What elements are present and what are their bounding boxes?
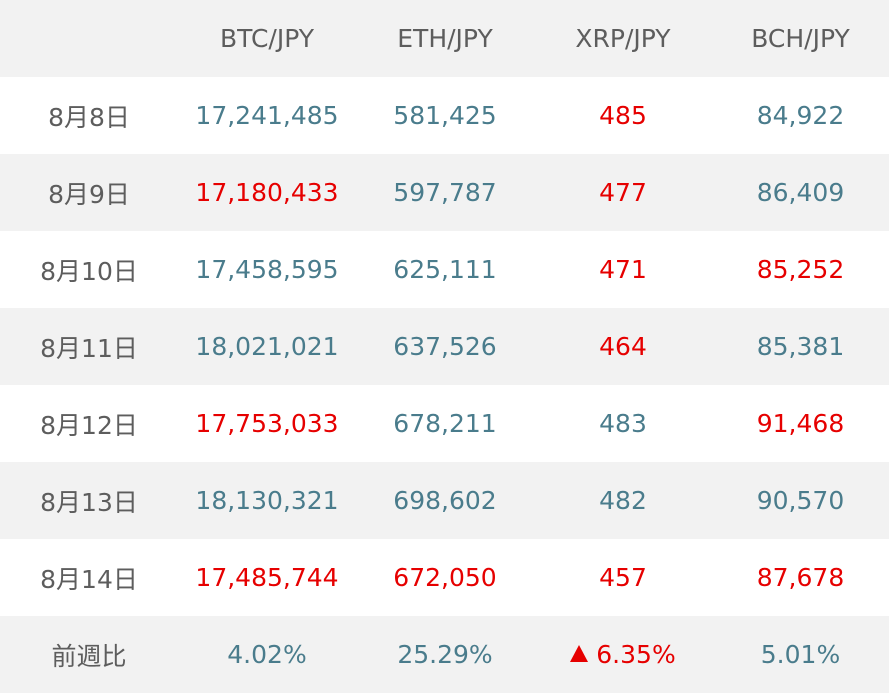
bch-price-cell: 84,922 — [712, 77, 889, 154]
btc-price-cell: 17,241,485 — [178, 77, 356, 154]
date-cell: 8月10日 — [0, 231, 178, 308]
bch-price-cell: 91,468 — [712, 385, 889, 462]
eth-price-cell: 625,111 — [356, 231, 534, 308]
bch-price-cell: 85,381 — [712, 308, 889, 385]
bch-weekly-change: 5.01% — [712, 616, 889, 693]
btc-weekly-change: 4.02% — [178, 616, 356, 693]
xrp-price-cell: 464 — [534, 308, 712, 385]
up-triangle-icon — [570, 645, 589, 662]
table-row: 8月13日 18,130,321 698,602 482 90,570 — [0, 462, 889, 539]
xrp-weekly-change: 6.35% — [534, 616, 712, 693]
btc-price-cell: 17,458,595 — [178, 231, 356, 308]
eth-price-cell: 597,787 — [356, 154, 534, 231]
header-corner — [0, 0, 178, 77]
date-cell: 8月11日 — [0, 308, 178, 385]
header-row: BTC/JPY ETH/JPY XRP/JPY BCH/JPY — [0, 0, 889, 77]
xrp-price-cell: 482 — [534, 462, 712, 539]
header-btc-jpy: BTC/JPY — [178, 0, 356, 77]
table-row: 8月14日 17,485,744 672,050 457 87,678 — [0, 539, 889, 616]
table-row: 8月11日 18,021,021 637,526 464 85,381 — [0, 308, 889, 385]
bch-weekly-change-value: 5.01% — [760, 640, 841, 669]
eth-price-cell: 678,211 — [356, 385, 534, 462]
eth-price-cell: 698,602 — [356, 462, 534, 539]
header-xrp-jpy: XRP/JPY — [534, 0, 712, 77]
table-body: 8月8日 17,241,485 581,425 485 84,922 8月9日 … — [0, 77, 889, 616]
xrp-price-cell: 457 — [534, 539, 712, 616]
eth-weekly-change-value: 25.29% — [397, 640, 493, 669]
eth-price-cell: 581,425 — [356, 77, 534, 154]
table-row: 8月8日 17,241,485 581,425 485 84,922 — [0, 77, 889, 154]
date-cell: 8月13日 — [0, 462, 178, 539]
xrp-price-cell: 471 — [534, 231, 712, 308]
bch-price-cell: 90,570 — [712, 462, 889, 539]
xrp-price-cell: 485 — [534, 77, 712, 154]
table-row: 8月10日 17,458,595 625,111 471 85,252 — [0, 231, 889, 308]
btc-price-cell: 17,180,433 — [178, 154, 356, 231]
xrp-weekly-change-value: 6.35% — [596, 640, 676, 669]
date-cell: 8月12日 — [0, 385, 178, 462]
bch-price-cell: 86,409 — [712, 154, 889, 231]
table-row: 8月12日 17,753,033 678,211 483 91,468 — [0, 385, 889, 462]
weekly-change-label: 前週比 — [0, 616, 178, 693]
eth-price-cell: 637,526 — [356, 308, 534, 385]
header-bch-jpy: BCH/JPY — [712, 0, 889, 77]
btc-price-cell: 18,021,021 — [178, 308, 356, 385]
xrp-price-cell: 477 — [534, 154, 712, 231]
table-row: 8月9日 17,180,433 597,787 477 86,409 — [0, 154, 889, 231]
btc-price-cell: 18,130,321 — [178, 462, 356, 539]
btc-weekly-change-value: 4.02% — [227, 640, 307, 669]
header-eth-jpy: ETH/JPY — [356, 0, 534, 77]
date-cell: 8月14日 — [0, 539, 178, 616]
date-cell: 8月8日 — [0, 77, 178, 154]
eth-weekly-change: 25.29% — [356, 616, 534, 693]
bch-price-cell: 85,252 — [712, 231, 889, 308]
btc-price-cell: 17,753,033 — [178, 385, 356, 462]
xrp-price-cell: 483 — [534, 385, 712, 462]
eth-price-cell: 672,050 — [356, 539, 534, 616]
weekly-change-row: 前週比 4.02% 25.29% 6.35% 5.01% — [0, 616, 889, 693]
bch-price-cell: 87,678 — [712, 539, 889, 616]
btc-price-cell: 17,485,744 — [178, 539, 356, 616]
date-cell: 8月9日 — [0, 154, 178, 231]
